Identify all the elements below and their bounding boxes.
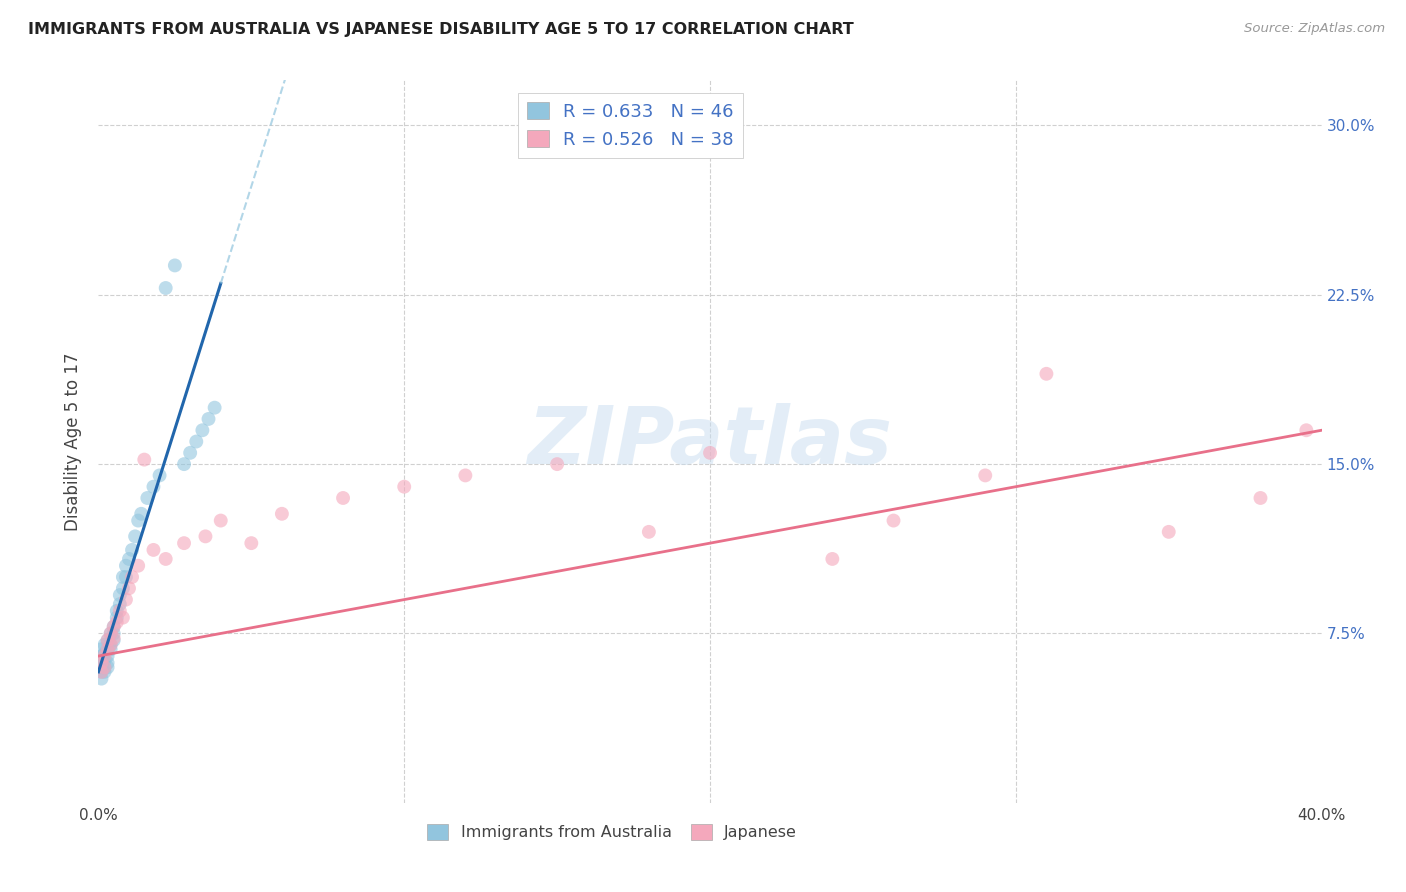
Point: [637, 524, 661, 539]
Point: [105, 610, 128, 624]
Point: [105, 615, 128, 630]
Point: [127, 558, 149, 573]
Point: [121, 542, 143, 557]
Point: [90, 648, 112, 663]
Point: [1035, 367, 1057, 381]
Point: [155, 281, 177, 295]
Point: [97, 633, 120, 648]
Point: [90, 660, 112, 674]
Point: [90, 656, 112, 670]
Point: [90, 665, 112, 679]
Point: [108, 604, 131, 618]
Point: [173, 457, 195, 471]
Point: [454, 468, 477, 483]
Point: [97, 656, 120, 670]
Text: Source: ZipAtlas.com: Source: ZipAtlas.com: [1244, 22, 1385, 36]
Point: [97, 660, 120, 674]
Point: [93, 665, 115, 679]
Point: [111, 610, 134, 624]
Point: [129, 507, 152, 521]
Point: [90, 656, 112, 670]
Point: [194, 529, 217, 543]
Legend: Immigrants from Australia, Japanese: Immigrants from Australia, Japanese: [420, 818, 804, 847]
Point: [546, 457, 568, 471]
Point: [1249, 491, 1271, 505]
Point: [270, 507, 292, 521]
Point: [136, 491, 159, 505]
Point: [103, 620, 125, 634]
Point: [115, 570, 138, 584]
Point: [103, 631, 125, 645]
Point: [93, 660, 115, 674]
Point: [332, 491, 354, 505]
Point: [1295, 423, 1317, 437]
Point: [115, 558, 138, 573]
Text: IMMIGRANTS FROM AUSTRALIA VS JAPANESE DISABILITY AGE 5 TO 17 CORRELATION CHART: IMMIGRANTS FROM AUSTRALIA VS JAPANESE DI…: [28, 22, 853, 37]
Point: [115, 592, 138, 607]
Point: [103, 633, 125, 648]
Point: [134, 452, 156, 467]
Point: [883, 514, 905, 528]
Y-axis label: Disability Age 5 to 17: Disability Age 5 to 17: [65, 352, 83, 531]
Point: [93, 660, 115, 674]
Point: [149, 468, 172, 483]
Point: [142, 542, 165, 557]
Point: [191, 423, 214, 437]
Point: [97, 648, 120, 663]
Point: [974, 468, 997, 483]
Point: [163, 259, 186, 273]
Point: [100, 626, 122, 640]
Point: [100, 638, 122, 652]
Point: [699, 446, 721, 460]
Point: [90, 672, 112, 686]
Point: [111, 570, 134, 584]
Point: [209, 514, 232, 528]
Point: [1157, 524, 1180, 539]
Point: [100, 626, 122, 640]
Point: [108, 588, 131, 602]
Point: [103, 620, 125, 634]
Point: [111, 582, 134, 596]
Point: [821, 552, 844, 566]
Point: [103, 626, 125, 640]
Point: [121, 570, 143, 584]
Point: [186, 434, 208, 449]
Point: [90, 642, 112, 657]
Point: [197, 412, 219, 426]
Point: [108, 597, 131, 611]
Point: [100, 642, 122, 657]
Point: [204, 401, 226, 415]
Point: [142, 480, 165, 494]
Point: [118, 582, 141, 596]
Point: [97, 642, 120, 657]
Point: [93, 648, 115, 663]
Point: [240, 536, 263, 550]
Point: [118, 552, 141, 566]
Point: [97, 642, 120, 657]
Point: [93, 654, 115, 668]
Point: [155, 552, 177, 566]
Point: [127, 514, 149, 528]
Point: [173, 536, 195, 550]
Point: [100, 638, 122, 652]
Point: [105, 604, 128, 618]
Point: [93, 638, 115, 652]
Point: [392, 480, 416, 494]
Text: ZIPatlas: ZIPatlas: [527, 402, 893, 481]
Point: [179, 446, 201, 460]
Point: [93, 647, 115, 661]
Point: [97, 633, 120, 648]
Point: [124, 529, 146, 543]
Point: [90, 665, 112, 679]
